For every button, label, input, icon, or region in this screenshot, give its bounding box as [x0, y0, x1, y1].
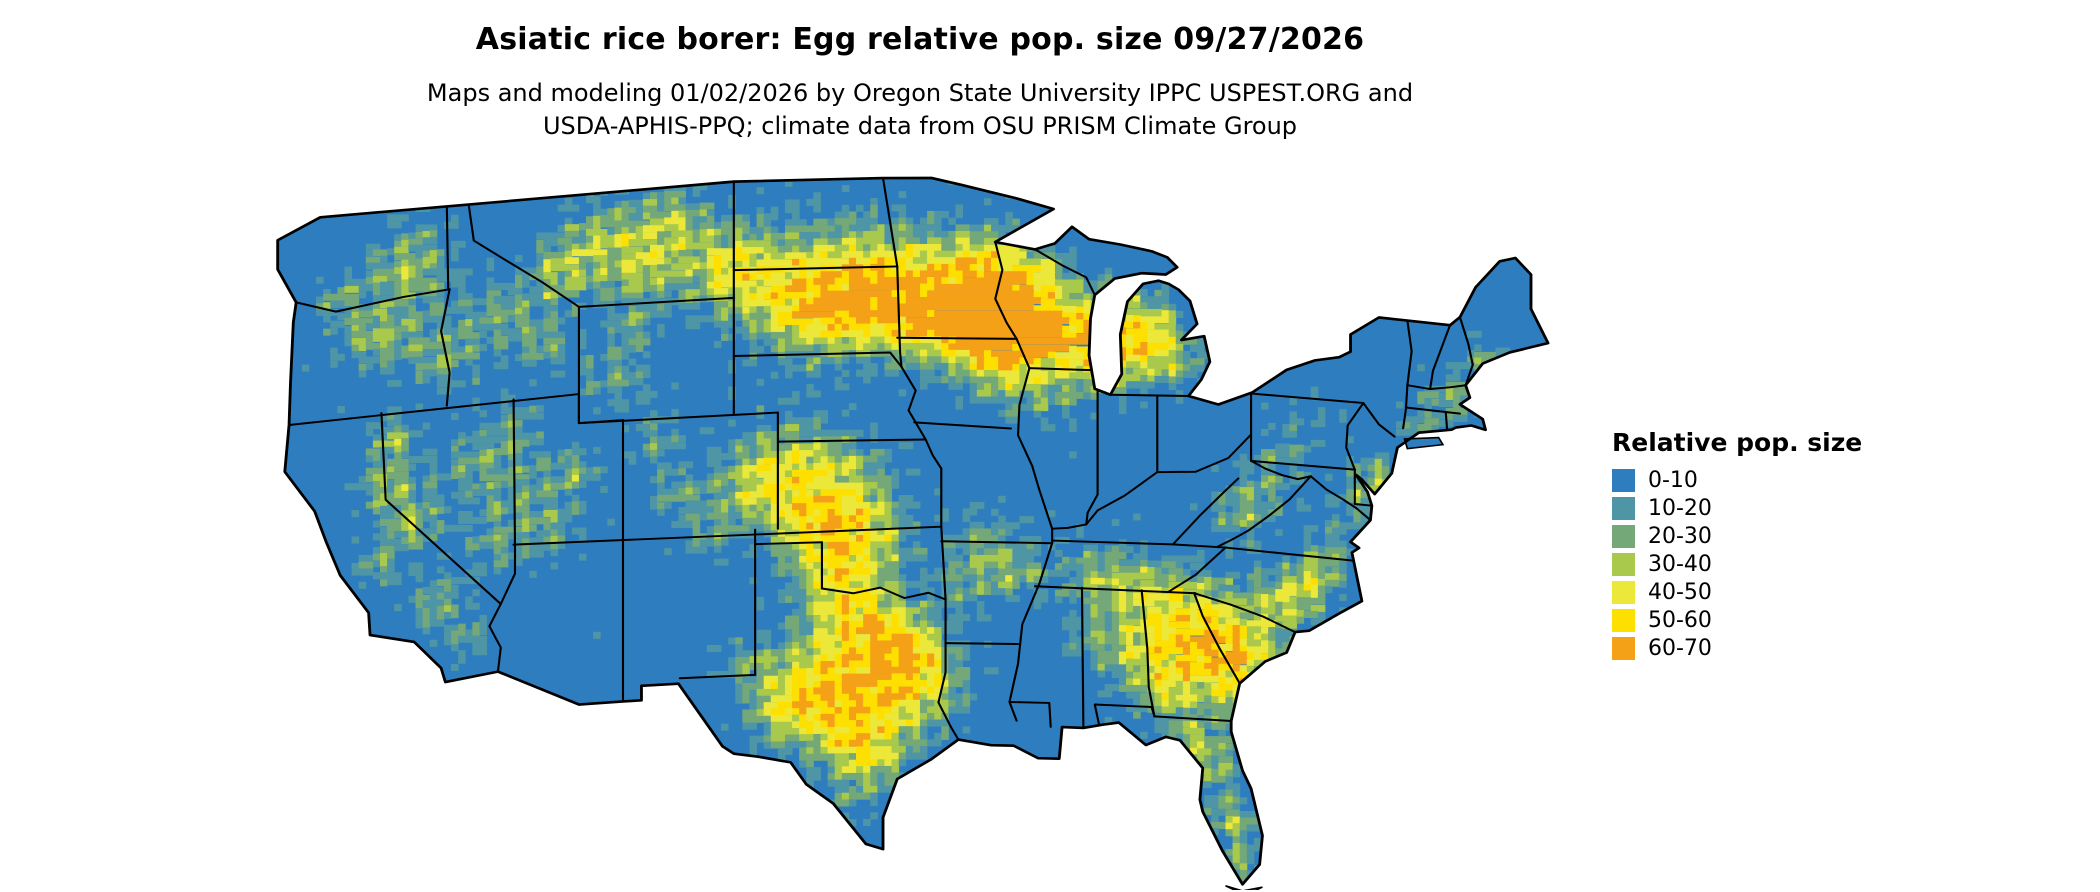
legend-label: 50-60: [1648, 607, 1712, 633]
subtitle-line-1: Maps and modeling 01/02/2026 by Oregon S…: [426, 79, 1414, 107]
us-outline: [276, 176, 1550, 886]
legend-entry: 0-10: [1612, 468, 1862, 492]
legend-swatch: [1612, 524, 1635, 548]
legend-label: 60-70: [1648, 635, 1712, 661]
figure-header: Asiatic rice borer: Egg relative pop. si…: [0, 22, 1840, 143]
map-legend: Relative pop. size 0-10 10-20 20-30 30-4…: [1612, 428, 1862, 664]
legend-label: 10-20: [1648, 495, 1712, 521]
legend-title: Relative pop. size: [1612, 428, 1863, 457]
figure-title: Asiatic rice borer: Egg relative pop. si…: [475, 22, 1365, 57]
legend-entry: 20-30: [1612, 524, 1862, 548]
legend-entry: 40-50: [1612, 580, 1862, 604]
legend-swatch: [1612, 496, 1635, 520]
us-choropleth-map: [276, 176, 1550, 890]
legend-swatch: [1612, 608, 1635, 632]
legend-entry: 60-70: [1612, 636, 1862, 660]
legend-swatch: [1612, 636, 1635, 660]
islands: [1225, 436, 1445, 890]
legend-swatch: [1612, 580, 1635, 604]
legend-swatch: [1612, 468, 1635, 492]
legend-entry: 10-20: [1612, 496, 1862, 520]
legend-entry: 50-60: [1612, 608, 1862, 632]
legend-swatch: [1612, 552, 1635, 576]
state-boundaries: [287, 177, 1474, 741]
legend-label: 30-40: [1648, 551, 1712, 577]
legend-label: 0-10: [1648, 467, 1698, 493]
legend-label: 40-50: [1648, 579, 1712, 605]
legend-label: 20-30: [1648, 523, 1712, 549]
figure-subtitle: Maps and modeling 01/02/2026 by Oregon S…: [0, 77, 1840, 143]
subtitle-line-2: USDA-APHIS-PPQ; climate data from OSU PR…: [542, 112, 1298, 140]
legend-entry: 30-40: [1612, 552, 1862, 576]
